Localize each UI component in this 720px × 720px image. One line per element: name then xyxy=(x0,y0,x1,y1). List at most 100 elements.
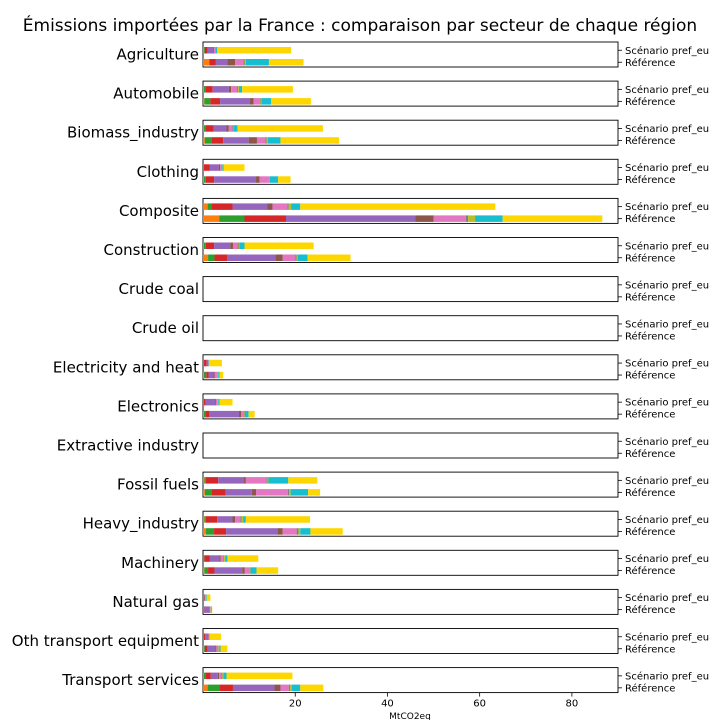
panel-transport-services: Transport services Scénario pref_euRéfére… xyxy=(61,667,709,694)
scenario-label: Référence xyxy=(625,526,675,538)
bar-segment xyxy=(287,203,289,210)
bar-segment xyxy=(203,164,210,171)
bar-segment xyxy=(203,59,209,66)
category-label: Biomass_industry xyxy=(67,124,199,143)
scenario-label: Référence xyxy=(625,448,675,460)
chart-title: Émissions importées par la France : comp… xyxy=(23,14,697,36)
scenario-label: Scénario pref_eu xyxy=(625,631,709,643)
bar-segment xyxy=(212,86,229,93)
panel-frame xyxy=(202,471,619,498)
bar-segment xyxy=(211,137,224,144)
scenario-label: Référence xyxy=(625,174,675,186)
bar-segment xyxy=(208,254,215,261)
bar-segment xyxy=(203,176,206,183)
bar-segment xyxy=(238,410,242,418)
scenario-label: Référence xyxy=(625,370,675,382)
bar-segment xyxy=(250,98,254,105)
bar-segment xyxy=(219,672,222,680)
bar-segment xyxy=(203,555,205,562)
bar-segment xyxy=(203,528,206,535)
bar-segment xyxy=(228,86,232,93)
category-label: Oth transport equipment xyxy=(12,632,199,650)
bar-segment xyxy=(433,215,466,222)
category-label: Crude coal xyxy=(119,280,199,298)
bar-segment xyxy=(232,516,236,523)
bar-segment xyxy=(248,137,257,144)
bar-segment xyxy=(268,477,289,484)
bar-segment xyxy=(213,47,215,54)
panel-frame xyxy=(202,315,619,342)
bar-segment xyxy=(224,555,226,562)
bar-segment xyxy=(203,645,204,652)
bar-segment xyxy=(209,555,220,562)
bar-segment xyxy=(242,567,245,574)
bar-segment xyxy=(261,98,272,105)
bar-segment xyxy=(203,203,208,210)
category-label: Automobile xyxy=(113,85,199,103)
bar-segment xyxy=(267,477,269,484)
scenario-label: Scénario pref_eu xyxy=(625,475,709,487)
bar-segment xyxy=(291,684,301,692)
panel-extractive-industry: Extractive industry Scénario pref_euRéfér… xyxy=(57,432,709,460)
bar-segment xyxy=(243,59,245,66)
bar-segment xyxy=(300,528,311,535)
bar-segment xyxy=(203,633,206,640)
bar-segment xyxy=(290,684,292,692)
bar-segment xyxy=(204,489,212,496)
bar-segment xyxy=(208,410,239,418)
category-label: Heavy_industry xyxy=(83,515,200,534)
bar-segment xyxy=(244,215,286,222)
bar-segment xyxy=(217,516,233,523)
bar-segment xyxy=(203,410,204,418)
bar-segment xyxy=(205,633,209,640)
bar-segment xyxy=(245,59,269,66)
bar-segment xyxy=(206,594,211,601)
bar-segment xyxy=(215,47,218,54)
panel-biomass-industry: Biomass_industry Scénario pref_euRéférenc… xyxy=(67,119,709,147)
bar-segment xyxy=(297,254,308,261)
bar-segment xyxy=(204,567,209,574)
bar-segment xyxy=(240,516,242,523)
bar-segment xyxy=(220,555,224,562)
bar-segment xyxy=(203,254,209,261)
scenario-label: Scénario pref_eu xyxy=(625,514,709,526)
bar-segment xyxy=(296,528,299,535)
bar-segment xyxy=(208,371,214,379)
bar-segment xyxy=(203,47,205,54)
bar-segment xyxy=(231,86,238,93)
bar-segment xyxy=(203,137,205,144)
category-label: Agriculture xyxy=(117,46,200,64)
bar-segment xyxy=(502,215,603,222)
bar-segment xyxy=(203,645,205,652)
bar-segment xyxy=(219,684,233,692)
bar-segment xyxy=(203,242,204,249)
bar-segment xyxy=(251,489,257,496)
bar-segment xyxy=(277,528,283,535)
bar-segment xyxy=(209,633,221,640)
bar-segment xyxy=(225,489,252,496)
bar-segment xyxy=(227,555,259,562)
bar-segment xyxy=(268,137,281,144)
bar-segment xyxy=(250,567,257,574)
bar-segment xyxy=(259,98,261,105)
bar-segment xyxy=(249,567,251,574)
bar-segment xyxy=(465,215,469,222)
bar-segment xyxy=(205,242,215,249)
bar-segment xyxy=(216,645,219,652)
bar-segment xyxy=(218,164,221,171)
bar-segment xyxy=(288,684,291,692)
category-label: Natural gas xyxy=(112,593,199,611)
bar-segment xyxy=(203,684,208,692)
category-label: Machinery xyxy=(121,554,199,572)
bar-segment xyxy=(203,47,204,54)
bar-segment xyxy=(223,164,245,171)
bar-segment xyxy=(223,672,227,680)
bar-segment xyxy=(210,606,212,613)
bar-segment xyxy=(220,98,251,105)
bar-segment xyxy=(203,410,206,418)
bar-segment xyxy=(218,477,245,484)
bar-segment xyxy=(206,359,208,367)
scenario-label: Scénario pref_eu xyxy=(625,436,709,448)
